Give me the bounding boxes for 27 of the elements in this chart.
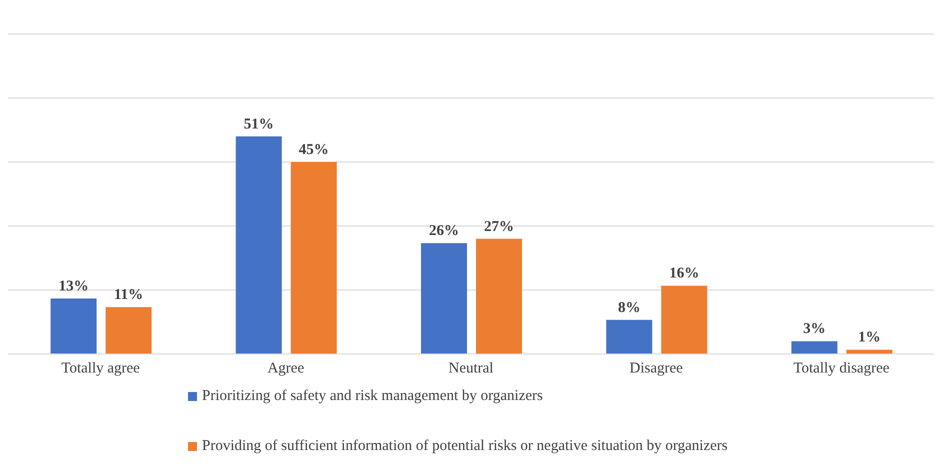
data-label: 3% xyxy=(803,321,826,338)
data-label: 8% xyxy=(618,300,640,316)
bar xyxy=(236,136,282,354)
x-tick-label: Agree xyxy=(267,360,304,377)
bar xyxy=(846,350,892,354)
data-label: 51% xyxy=(244,116,274,132)
x-tick-label: Totally disagree xyxy=(793,360,890,377)
data-label: 13% xyxy=(58,278,89,295)
legend-label: Providing of sufficient information of potential risks or negative situation by organizers xyxy=(202,438,728,455)
bar xyxy=(791,341,838,354)
data-label: 45% xyxy=(298,142,329,158)
bar xyxy=(606,320,652,354)
x-tick-label: Totally agree xyxy=(61,360,140,377)
data-label: 11% xyxy=(114,287,144,304)
data-label: 27% xyxy=(484,218,514,235)
data-label: 16% xyxy=(669,266,700,282)
bar xyxy=(661,286,708,354)
data-label: 1% xyxy=(858,330,881,346)
bar xyxy=(50,298,97,354)
bar xyxy=(106,307,152,354)
bar xyxy=(290,162,337,354)
x-tick-label: Disagree xyxy=(630,360,684,377)
bar xyxy=(476,238,522,354)
x-tick-label: Neutral xyxy=(448,360,494,377)
legend-label: Prioritizing of safety and risk management by organizers xyxy=(202,388,543,405)
data-label: 26% xyxy=(428,223,459,240)
bar xyxy=(420,243,467,354)
